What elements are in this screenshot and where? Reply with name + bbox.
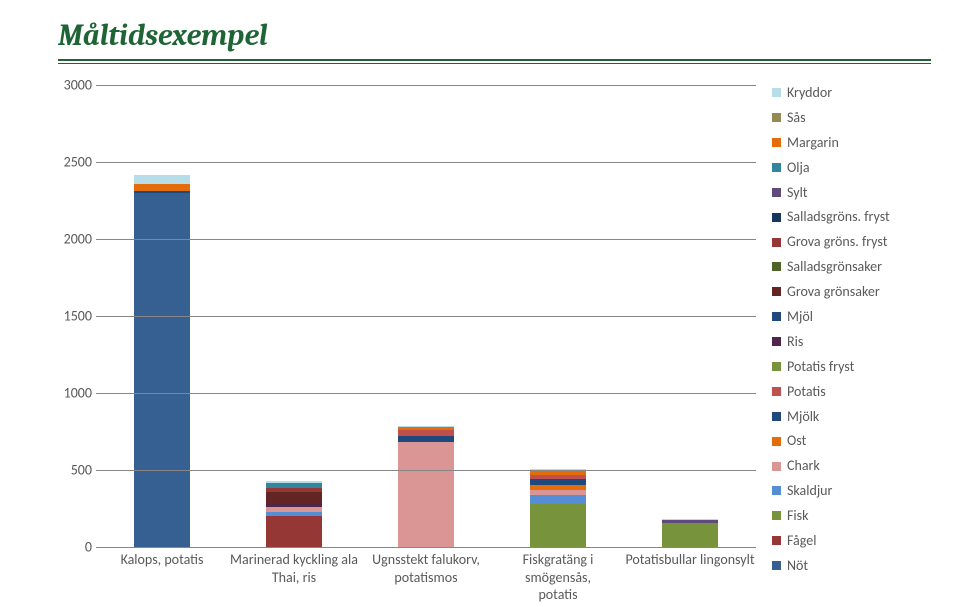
legend-swatch [772, 88, 781, 97]
legend-label: Grova gröns. fryst [787, 234, 887, 249]
legend-swatch [772, 362, 781, 371]
y-tick-label: 1500 [42, 308, 92, 325]
legend-item-sylt: Sylt [772, 185, 932, 200]
legend-item-margarin: Margarin [772, 135, 932, 150]
gridline [96, 239, 756, 240]
legend-label: Sås [787, 110, 806, 125]
y-tick-label: 3000 [42, 77, 92, 94]
legend-swatch [772, 437, 781, 446]
legend-swatch [772, 163, 781, 172]
legend-swatch [772, 262, 781, 271]
legend-label: Sylt [787, 185, 808, 200]
segment-kryddor [134, 175, 190, 184]
legend-item-skaldjur: Skaldjur [772, 483, 932, 498]
y-tick-label: 0 [42, 539, 92, 556]
legend-item-fisk: Fisk [772, 508, 932, 523]
legend-item-ost: Ost [772, 433, 932, 448]
page-title: Måltidsexempel [58, 18, 931, 53]
legend-item-grova_gronsaker: Grova grönsaker [772, 284, 932, 299]
legend-swatch [772, 462, 781, 471]
legend-item-mjol: Mjöl [772, 309, 932, 324]
legend-swatch [772, 113, 781, 122]
bar-potatisbullar [662, 519, 718, 547]
legend-swatch [772, 312, 781, 321]
legend-swatch [772, 387, 781, 396]
segment-fagel [266, 516, 322, 547]
legend-item-potatis: Potatis [772, 384, 932, 399]
segment-chark [398, 442, 454, 547]
x-label-kyckling: Marinerad kyckling alaThai, ris [228, 551, 360, 586]
legend-item-sas: Sås [772, 110, 932, 125]
title-underline [58, 59, 931, 65]
legend-item-chark: Chark [772, 458, 932, 473]
legend-swatch [772, 238, 781, 247]
legend-label: Fågel [787, 533, 816, 548]
chart: Kryddor Sås Margarin Olja Sylt Salladsgröns. … [40, 81, 912, 601]
legend-item-not: Nöt [772, 558, 932, 573]
legend-swatch [772, 287, 781, 296]
bar-fisk [530, 469, 586, 547]
gridline [96, 85, 756, 86]
legend-label: Olja [787, 160, 810, 175]
legend-swatch [772, 486, 781, 495]
legend-swatch [772, 561, 781, 570]
bar-kyckling [266, 481, 322, 547]
y-tick-label: 2500 [42, 154, 92, 171]
legend-swatch [772, 536, 781, 545]
segment-skaldjur [530, 495, 586, 504]
legend-item-ris: Ris [772, 334, 932, 349]
y-tick-label: 2000 [42, 231, 92, 248]
y-tick-label: 500 [42, 462, 92, 479]
gridline [96, 470, 756, 471]
legend-label: Kryddor [787, 85, 832, 100]
segment-not [134, 193, 190, 547]
slide: Måltidsexempel Kryddor Sås Margarin Olja Syl… [0, 0, 959, 607]
legend-item-salladsgronsaker: Salladsgrönsaker [772, 259, 932, 274]
legend-item-potatis_fryst: Potatis fryst [772, 359, 932, 374]
gridline [96, 162, 756, 163]
legend-item-fagel: Fågel [772, 533, 932, 548]
gridline [96, 393, 756, 394]
plot-area [96, 85, 756, 548]
x-label-kalops: Kalops, potatis [96, 551, 228, 569]
legend-item-grova_grons_fryst: Grova gröns. fryst [772, 234, 932, 249]
bar-falukorv [398, 426, 454, 547]
bar-kalops [134, 175, 190, 547]
legend-label: Fisk [787, 508, 809, 523]
legend-label: Potatis fryst [787, 359, 854, 374]
legend-swatch [772, 511, 781, 520]
legend-label: Chark [787, 458, 820, 473]
legend: Kryddor Sås Margarin Olja Sylt Salladsgröns. … [772, 85, 932, 583]
legend-label: Salladsgrönsaker [787, 259, 882, 274]
legend-label: Grova grönsaker [787, 284, 880, 299]
segment-grova_gronsaker [266, 492, 322, 504]
x-label-fisk: Fiskgratäng i smögensås,potatis [492, 551, 624, 604]
legend-label: Salladsgröns. fryst [787, 209, 890, 224]
legend-item-mjolk: Mjölk [772, 409, 932, 424]
gridline [96, 316, 756, 317]
legend-label: Nöt [787, 558, 808, 573]
legend-label: Mjölk [787, 409, 819, 424]
legend-label: Potatis [787, 384, 826, 399]
legend-swatch [772, 213, 781, 222]
legend-item-kryddor: Kryddor [772, 85, 932, 100]
legend-swatch [772, 138, 781, 147]
legend-label: Skaldjur [787, 483, 832, 498]
legend-label: Margarin [787, 135, 839, 150]
legend-item-olja: Olja [772, 160, 932, 175]
segment-potatis_fryst [662, 523, 718, 547]
legend-item-salladsgrons_fryst: Salladsgröns. fryst [772, 209, 932, 224]
legend-label: Ris [787, 334, 803, 349]
segment-fisk [530, 504, 586, 547]
x-label-potatisbullar: Potatisbullar lingonsylt [624, 551, 756, 569]
x-label-falukorv: Ugnsstekt falukorv,potatismos [360, 551, 492, 586]
legend-swatch [772, 188, 781, 197]
legend-swatch [772, 412, 781, 421]
legend-label: Mjöl [787, 309, 813, 324]
y-tick-label: 1000 [42, 385, 92, 402]
legend-label: Ost [787, 433, 806, 448]
legend-swatch [772, 337, 781, 346]
